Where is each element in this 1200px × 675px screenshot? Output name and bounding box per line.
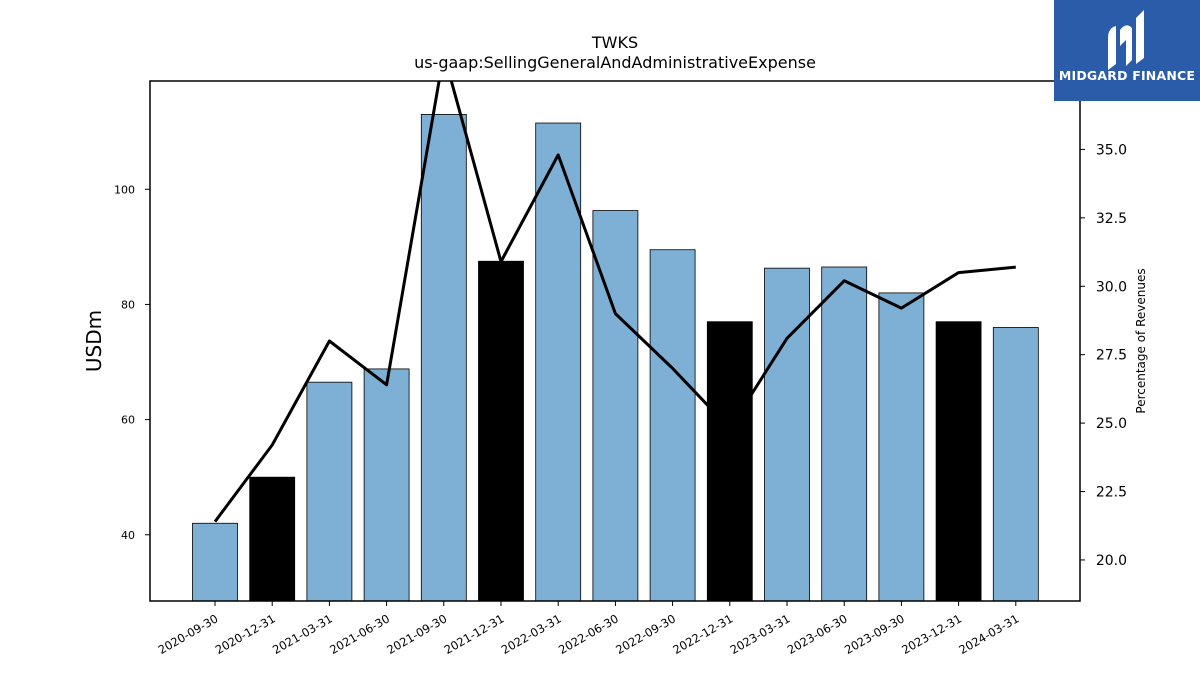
logo-text: MIDGARD FINANCE xyxy=(1058,68,1196,83)
y2-tick-label: 25.0 xyxy=(1096,416,1127,432)
y2-tick-label: 32.5 xyxy=(1096,211,1127,227)
bar-2023-06-30 xyxy=(821,266,868,601)
x-tick-label: 2023-03-31 xyxy=(728,611,793,657)
bar-2022-12-31 xyxy=(706,321,753,601)
x-tick-label: 2024-03-31 xyxy=(956,611,1021,657)
bar-2023-09-30 xyxy=(878,292,925,601)
x-tick-label: 2020-12-31 xyxy=(213,611,278,657)
bar-2022-09-30 xyxy=(649,249,696,601)
y-tick-label: 80 xyxy=(121,298,135,311)
x-tick-label: 2021-03-31 xyxy=(270,611,335,657)
bar-2021-06-30 xyxy=(363,368,410,601)
bar-2021-09-30 xyxy=(420,113,467,601)
y2-axis-label: Percentage of Revenues xyxy=(1134,268,1148,413)
bar-2021-12-31 xyxy=(478,260,524,601)
logo-icon xyxy=(1108,10,1144,70)
line-series xyxy=(213,81,1016,523)
brand-logo: MIDGARD FINANCE xyxy=(1054,0,1200,101)
x-tick-label: 2021-09-30 xyxy=(384,611,449,657)
chart-title: TWKS xyxy=(591,33,638,52)
revenue-percentage-line xyxy=(213,81,1016,523)
y-tick-label: 60 xyxy=(121,414,135,427)
x-tick-label: 2023-06-30 xyxy=(785,611,850,657)
y-tick-label: 40 xyxy=(121,529,135,542)
x-tick-label: 2022-03-31 xyxy=(499,611,564,657)
bar-2020-09-30 xyxy=(192,522,238,601)
y-axis-label: USDm xyxy=(82,310,106,372)
x-tick-label: 2022-06-30 xyxy=(556,611,621,657)
chart-subtitle: us-gaap:SellingGeneralAndAdministrativeE… xyxy=(414,53,816,72)
x-tick-label: 2021-12-31 xyxy=(442,611,507,657)
bar-2021-03-31 xyxy=(306,381,353,601)
bar-2023-12-31 xyxy=(935,321,982,601)
y-axis-right: 20.0 22.5 25.0 27.5 30.0 32.5 35.0 xyxy=(1080,142,1127,569)
bar-2023-03-31 xyxy=(764,267,810,601)
y2-tick-label: 35.0 xyxy=(1096,142,1127,158)
bar-series xyxy=(192,113,1039,601)
x-tick-label: 2022-12-31 xyxy=(670,611,735,657)
y-axis-left: 40 60 80 100 xyxy=(114,183,150,542)
bar-2022-03-31 xyxy=(535,122,582,601)
bar-2020-12-31 xyxy=(249,476,296,601)
x-tick-label: 2022-09-30 xyxy=(613,611,678,657)
x-tick-label: 2023-09-30 xyxy=(842,611,907,657)
y-tick-label: 100 xyxy=(114,183,135,196)
x-tick-label: 2020-09-30 xyxy=(156,611,221,657)
x-axis: 2020-09-302020-12-312021-03-312021-06-30… xyxy=(156,601,1021,657)
bar-2024-03-31 xyxy=(992,327,1039,601)
y2-tick-label: 22.5 xyxy=(1096,485,1127,501)
x-tick-label: 2023-12-31 xyxy=(899,611,964,657)
y2-tick-label: 27.5 xyxy=(1096,348,1127,364)
y2-tick-label: 30.0 xyxy=(1096,279,1127,295)
y2-tick-label: 20.0 xyxy=(1096,553,1127,569)
x-tick-label: 2021-06-30 xyxy=(327,611,392,657)
